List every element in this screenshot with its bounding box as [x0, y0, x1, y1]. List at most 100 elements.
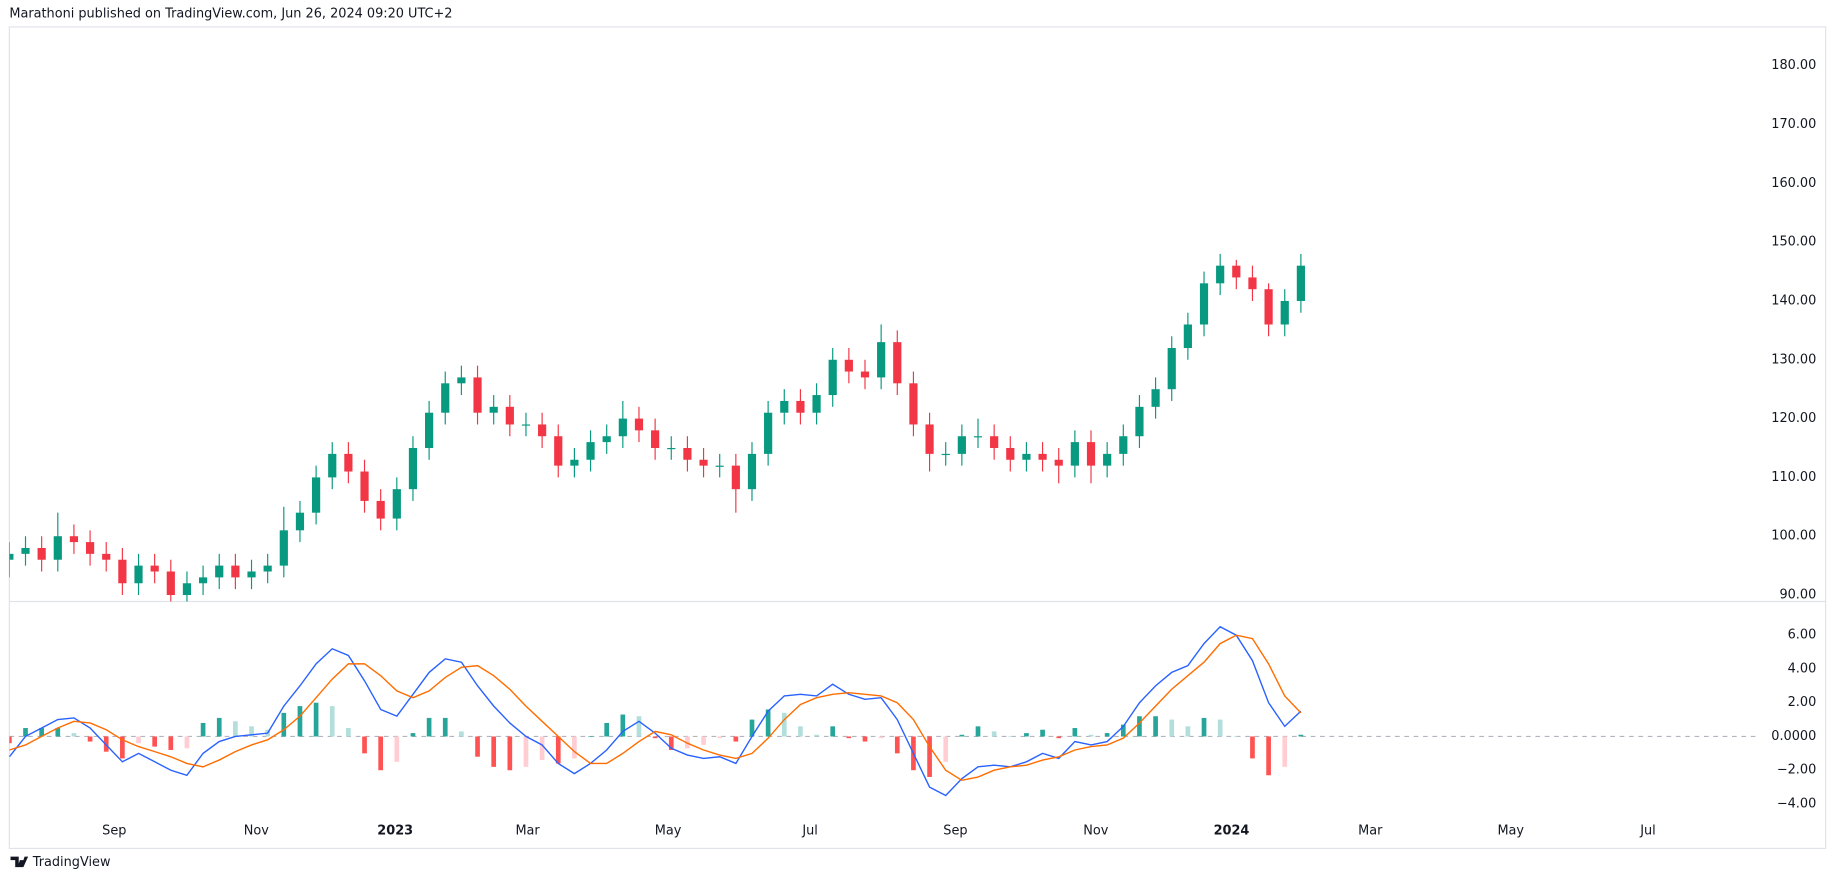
histogram-bar	[346, 728, 351, 737]
histogram-bar	[168, 736, 174, 750]
y-tick-label: 150.00	[1771, 235, 1816, 250]
histogram-bar	[1137, 716, 1142, 737]
candle-body	[667, 447, 676, 450]
histogram-bar	[233, 721, 238, 737]
footer-brand: TradingView	[32, 855, 111, 870]
y-tick-label: 130.00	[1771, 352, 1816, 367]
candle-body	[1006, 447, 1015, 460]
x-tick-label: Mar	[515, 823, 540, 838]
histogram-bar	[87, 736, 93, 742]
histogram-bar	[9, 736, 12, 744]
macd-pane	[9, 625, 1758, 797]
histogram-bar	[1153, 716, 1158, 737]
y-tick-label: 100.00	[1771, 529, 1816, 544]
candle-body	[731, 465, 740, 490]
candle-body	[1103, 453, 1112, 466]
histogram-bar	[943, 736, 949, 762]
candle-body	[1054, 459, 1063, 466]
candle-body	[392, 489, 401, 519]
histogram-bar	[652, 736, 658, 739]
histogram-bar	[1201, 717, 1207, 737]
x-tick-label: Jul	[1639, 823, 1656, 838]
macd-line	[9, 625, 1302, 797]
chart-frame	[8, 26, 1827, 849]
candle-body	[860, 371, 870, 378]
y-tick-label: 6.00	[1788, 628, 1817, 643]
candle-body	[1280, 300, 1289, 325]
histogram-bar	[927, 736, 932, 777]
y-tick-label: −4.00	[1777, 796, 1816, 811]
candle-body	[651, 430, 660, 448]
candle-body	[150, 565, 159, 572]
candle-body	[279, 530, 288, 566]
histogram-bar	[862, 736, 868, 742]
histogram-bar	[55, 728, 61, 737]
x-tick-label: Jul	[801, 823, 818, 838]
candle-body	[1135, 406, 1144, 437]
candle-body	[1232, 265, 1241, 278]
macd-line	[9, 634, 1302, 782]
x-tick-label: Sep	[943, 823, 967, 838]
histogram-bar	[184, 736, 190, 749]
candle-body	[909, 383, 918, 425]
y-tick-label: 120.00	[1771, 411, 1816, 426]
candle-body	[586, 442, 595, 460]
histogram-bar	[459, 731, 464, 737]
candle-body	[166, 571, 175, 596]
histogram-bar	[1040, 729, 1045, 737]
histogram-bar	[297, 706, 303, 737]
histogram-bar	[814, 734, 819, 737]
histogram-bar	[426, 717, 432, 737]
histogram-bar	[378, 736, 384, 771]
histogram-bar	[281, 712, 287, 737]
candle-body	[521, 424, 531, 426]
histogram-bar	[717, 736, 723, 739]
histogram-bar	[991, 731, 997, 737]
histogram-bar	[781, 712, 787, 737]
candle-body	[828, 359, 837, 396]
candle-body	[247, 571, 256, 578]
candle-body	[295, 512, 305, 531]
x-tick-label: May	[1497, 823, 1524, 838]
histogram-bar	[1007, 736, 1013, 738]
candle-body	[957, 436, 966, 454]
histogram-bar	[136, 736, 141, 744]
histogram-bar	[539, 736, 545, 761]
candle-body	[198, 577, 208, 584]
y-tick-label: 0.0000	[1771, 729, 1816, 744]
histogram-bar	[1233, 736, 1239, 738]
histogram-bar	[442, 717, 448, 737]
candle-body	[683, 447, 692, 460]
candle-body	[328, 453, 337, 478]
candle-body	[215, 565, 224, 578]
histogram-bar	[798, 726, 803, 737]
candle-body	[1296, 265, 1305, 301]
candle-body	[102, 553, 111, 560]
x-tick-label: 2023	[377, 823, 413, 838]
histogram-bar	[830, 726, 836, 737]
histogram-bar	[1056, 736, 1062, 739]
x-tick-label: 2024	[1214, 823, 1250, 838]
histogram-bar	[1120, 724, 1126, 737]
histogram-bar	[329, 706, 335, 737]
candle-body	[344, 453, 353, 472]
y-tick-label: 140.00	[1771, 293, 1816, 308]
candle-body	[602, 436, 611, 443]
candle-body	[780, 400, 789, 413]
histogram-bar	[604, 722, 610, 737]
y-tick-label: 2.00	[1788, 695, 1817, 710]
candle-body	[489, 406, 498, 413]
histogram-bar	[394, 736, 400, 762]
histogram-bar	[1088, 734, 1094, 737]
candle-body	[1183, 324, 1192, 349]
histogram-bar	[749, 719, 755, 737]
histogram-bar	[1072, 728, 1078, 737]
candle-body	[21, 547, 30, 554]
candle-body	[85, 542, 95, 554]
candle-body	[408, 447, 418, 490]
candle-body	[634, 418, 644, 431]
candle-body	[1038, 453, 1047, 460]
candle-body	[747, 453, 757, 490]
candle-body	[1070, 442, 1079, 466]
